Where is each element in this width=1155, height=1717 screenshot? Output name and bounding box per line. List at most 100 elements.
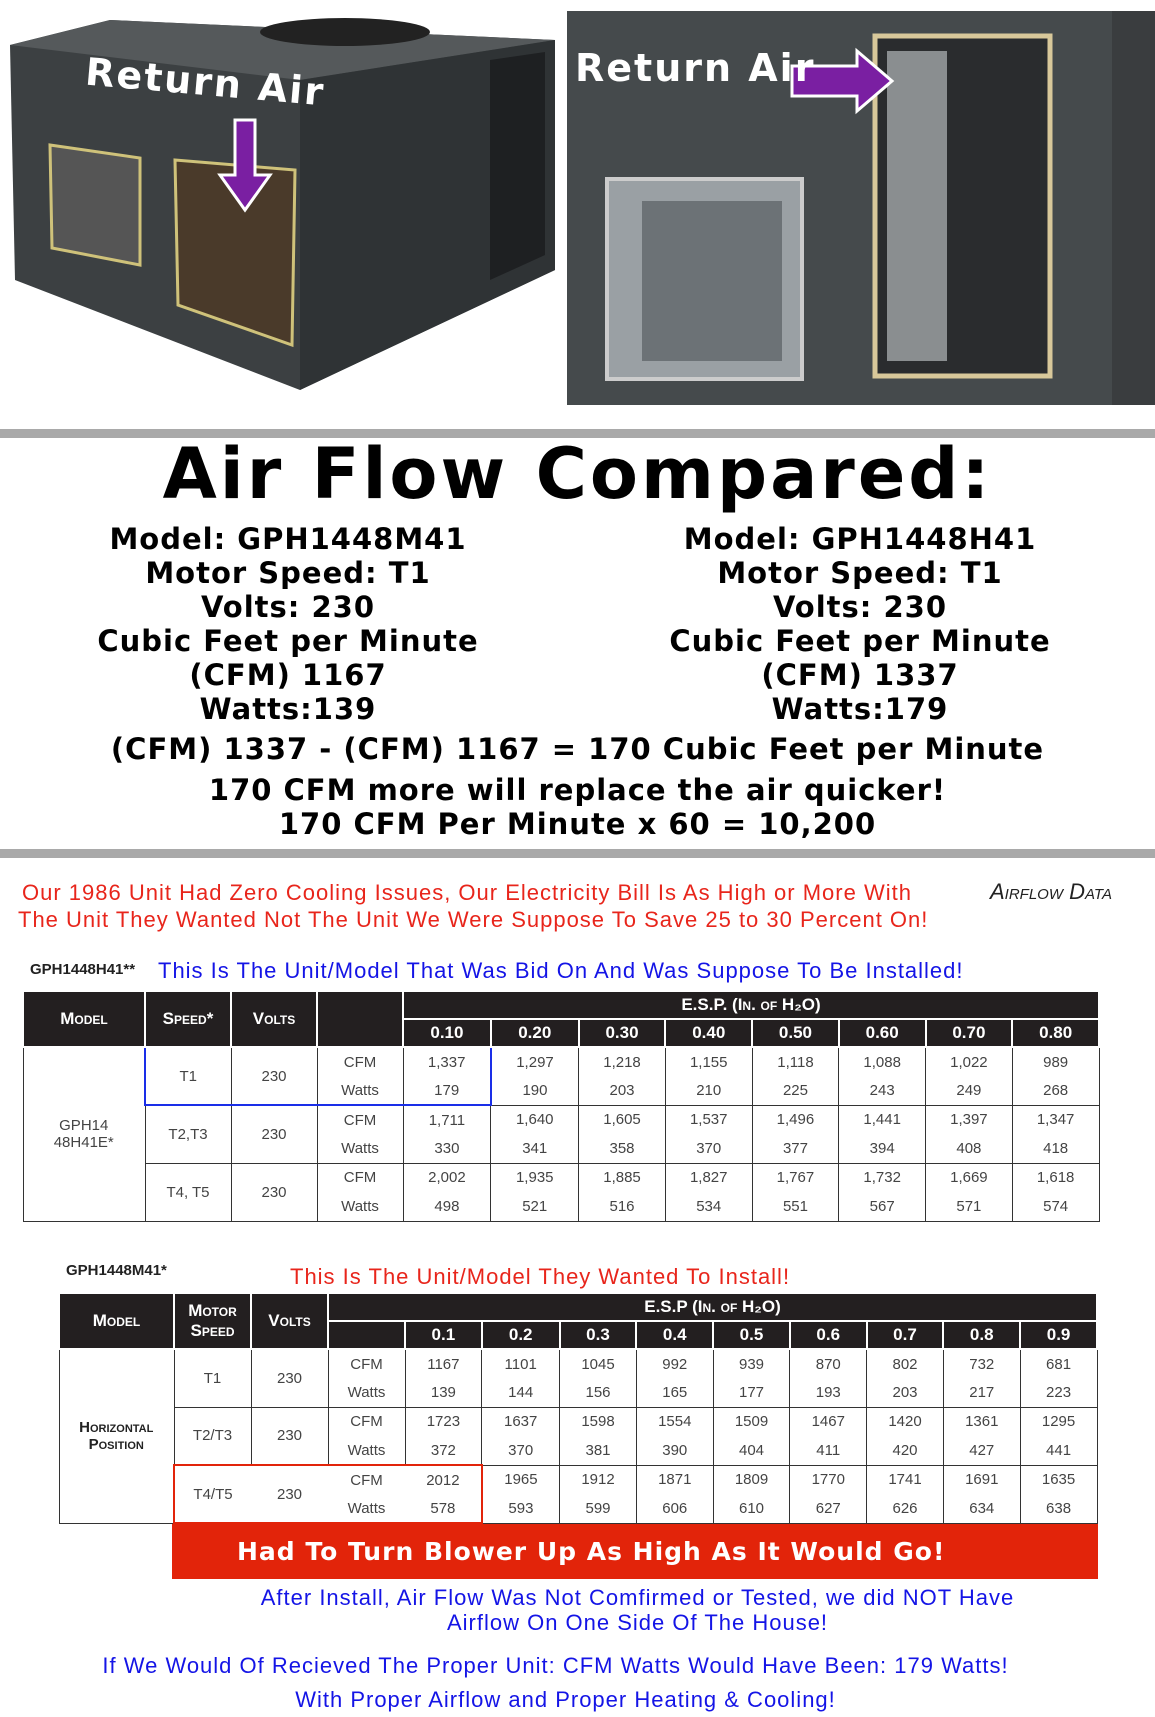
- table-row-cfm: T2/T3 230 CFM 1723 1637 1598 1554 1509 1467 1420 1…: [59, 1406, 1098, 1466]
- watts-label: Watts: [316, 1134, 404, 1164]
- cfm-value: 802: [866, 1348, 944, 1378]
- airflow-table-h41: Model Speed* Volts E.S.P. (In. of H₂O) 0…: [22, 990, 1100, 1222]
- watts-value: 638: [1019, 1494, 1098, 1524]
- cfm-value: 1,935: [490, 1162, 580, 1192]
- left-volts: Volts: 230: [200, 590, 376, 624]
- right-cfm: (CFM) 1337: [761, 658, 959, 692]
- cfm-value: 1,711: [402, 1104, 492, 1134]
- cfm-value: 1467: [789, 1406, 868, 1436]
- left-watts: Watts:139: [199, 692, 377, 726]
- watts-value: 165: [635, 1378, 714, 1408]
- table-row-watts: Watts 578 593 599 606 610 627 626 634 638: [59, 1494, 1098, 1524]
- watts-value: 330: [402, 1134, 492, 1164]
- return-air-opening-illustration: [605, 11, 1155, 405]
- cfm-value: 1,118: [751, 1046, 840, 1076]
- watts-value: 249: [925, 1076, 1013, 1106]
- divider-top: [0, 429, 1155, 438]
- cfm-value: 1,827: [664, 1162, 753, 1192]
- watts-value: 626: [866, 1494, 944, 1524]
- right-model: Model: GPH1448H41: [683, 522, 1037, 556]
- esp-column-header: 0.40: [664, 1018, 754, 1048]
- cfm-value: 1509: [712, 1406, 791, 1436]
- watts-value: 441: [1019, 1436, 1098, 1466]
- cfm-value: 1635: [1019, 1464, 1098, 1494]
- divider-bottom: [0, 849, 1155, 858]
- cfm-value: 1691: [942, 1464, 1021, 1494]
- cfm-value: 1723: [404, 1406, 483, 1436]
- watts-value: 370: [481, 1436, 561, 1466]
- esp-column-header: 0.9: [1019, 1320, 1098, 1350]
- cfm-value: 681: [1019, 1348, 1098, 1378]
- cfm-value: 1,022: [925, 1046, 1013, 1076]
- cfm-value: 1045: [559, 1348, 637, 1378]
- watts-value: 210: [664, 1076, 753, 1106]
- table-row-cfm: GPH14 48H41E* T1 230 CFM 1,337 1,297 1,218 1,15…: [22, 1046, 1100, 1222]
- watts-value: 534: [664, 1192, 753, 1222]
- model-cell: GPH14 48H41E*: [22, 1046, 146, 1222]
- cfm-label: CFM: [316, 1104, 404, 1134]
- speed-cell: T2/T3: [173, 1406, 252, 1466]
- complaint-line-1: Our 1986 Unit Had Zero Cooling Issues, O…: [22, 880, 912, 905]
- table-row-watts: Watts 372 370 381 390 404 411 420 427 441: [59, 1436, 1098, 1466]
- esp-column-header: 0.8: [942, 1320, 1022, 1350]
- watts-value: 268: [1011, 1076, 1100, 1106]
- watts-value: 217: [942, 1378, 1021, 1408]
- right-watts: Watts:179: [771, 692, 949, 726]
- table-row-cfm: T4/T5 230 CFM 2012 1965 1912 1871 1809 1770 1741 1…: [59, 1464, 1098, 1524]
- table-row-cfm: Horizontal Position T1 230 CFM 1167 1101 1045 9…: [58, 1348, 1098, 1524]
- header-motor-speed: Motor Speed: [173, 1292, 252, 1350]
- left-model-block: Model: GPH1448M41 Motor Speed: T1 Volts:…: [28, 522, 548, 726]
- esp-column-header: 0.1: [404, 1320, 483, 1350]
- cfm-value: 1,885: [578, 1162, 666, 1192]
- header-model: Model: [22, 990, 146, 1048]
- watts-value: 551: [751, 1192, 840, 1222]
- per-hour-line: 170 CFM Per Minute x 60 = 10,200: [278, 807, 877, 841]
- cfm-label: CFM: [316, 1046, 404, 1076]
- cfm-value: 1,441: [838, 1104, 927, 1134]
- esp-column-header: 0.4: [635, 1320, 715, 1350]
- watts-value: 627: [789, 1494, 868, 1524]
- cfm-value: 1,155: [664, 1046, 753, 1076]
- left-cfm-label: Cubic Feet per Minute: [97, 624, 479, 658]
- cfm-label: CFM: [316, 1162, 404, 1192]
- cfm-value: 1,605: [578, 1104, 666, 1134]
- cfm-label: CFM: [327, 1406, 406, 1436]
- watts-label: Watts: [327, 1378, 406, 1408]
- watts-value: 225: [751, 1076, 840, 1106]
- cfm-value: 992: [635, 1348, 714, 1378]
- watts-value: 521: [490, 1192, 580, 1222]
- watts-value: 578: [405, 1494, 483, 1524]
- cfm-value: 1809: [712, 1464, 791, 1494]
- watts-value: 377: [751, 1134, 840, 1164]
- page-title: Air Flow Compared:: [162, 433, 993, 515]
- watts-value: 593: [481, 1494, 561, 1524]
- watts-value: 516: [578, 1192, 666, 1222]
- watts-value: 144: [481, 1378, 561, 1408]
- watts-value: 404: [712, 1436, 791, 1466]
- watts-value: 567: [838, 1192, 927, 1222]
- cfm-value: 1554: [635, 1406, 714, 1436]
- complaint-line-2: The Unit They Wanted Not The Unit We Wer…: [18, 907, 929, 932]
- cfm-value: 1,618: [1011, 1162, 1100, 1192]
- watts-value: 223: [1019, 1378, 1098, 1408]
- cfm-value: 732: [942, 1348, 1021, 1378]
- esp-column-header: 0.3: [558, 1320, 638, 1350]
- replace-air-line: 170 CFM more will replace the air quicke…: [208, 773, 947, 807]
- cfm-value: 1637: [481, 1406, 561, 1436]
- watts-value: 420: [866, 1436, 944, 1466]
- cfm-value: 1598: [559, 1406, 637, 1436]
- esp-column-header: 0.50: [751, 1018, 840, 1048]
- cfm-value: 1,397: [925, 1104, 1013, 1134]
- volts-cell: 230: [251, 1464, 328, 1524]
- watts-value: 190: [490, 1076, 580, 1106]
- cfm-value: 939: [712, 1348, 791, 1378]
- cfm-value: 2012: [405, 1464, 483, 1494]
- cfm-value: 870: [789, 1348, 868, 1378]
- blower-banner: Had To Turn Blower Up As High As It Woul…: [172, 1524, 1098, 1579]
- watts-value: 179: [402, 1076, 492, 1106]
- watts-value: 203: [578, 1076, 666, 1106]
- cfm-value: 1912: [559, 1464, 637, 1494]
- cfm-value: 1,537: [664, 1104, 753, 1134]
- table2-caption: This Is The Unit/Model They Wanted To In…: [290, 1264, 791, 1289]
- watts-value: 574: [1011, 1192, 1100, 1222]
